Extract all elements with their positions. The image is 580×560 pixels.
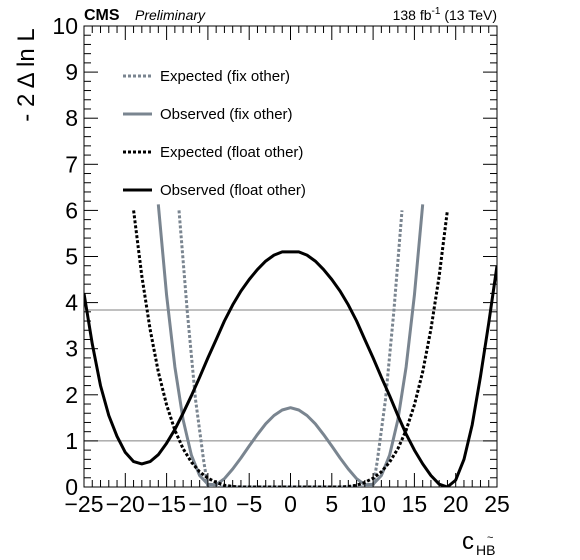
preliminary-label: Preliminary bbox=[135, 7, 206, 23]
x-axis-title: c HB ~ bbox=[462, 528, 495, 558]
x-axis-title-sub: HB bbox=[476, 542, 495, 558]
x-tick-label: −5 bbox=[236, 491, 262, 517]
legend-label-4: Observed (float other) bbox=[160, 182, 306, 199]
plot-frame bbox=[83, 25, 498, 488]
y-tick-label: 4 bbox=[65, 290, 78, 316]
tick-labels: −25 −20 −15 −10 −5 0 5 10 15 20 25 0 1 2 3 4 5 6 7 8 9 10 bbox=[52, 13, 509, 517]
y-tick-label: 5 bbox=[65, 244, 78, 270]
y-tick-label: 7 bbox=[65, 151, 78, 177]
y-tick-label: 3 bbox=[65, 336, 78, 362]
x-tick-label: −20 bbox=[106, 491, 145, 517]
y-tick-label: 2 bbox=[65, 382, 78, 408]
lumi-exponent: -1 bbox=[432, 6, 441, 17]
y-tick-label: 6 bbox=[65, 197, 78, 223]
y-tick-label: 10 bbox=[52, 13, 78, 39]
x-tick-label: −25 bbox=[64, 491, 103, 517]
y-tick-label: 1 bbox=[65, 428, 78, 454]
x-tick-label: 10 bbox=[360, 491, 386, 517]
cms-label: CMS bbox=[84, 7, 120, 24]
y-axis-title: - 2 Δ ln L bbox=[13, 28, 40, 121]
y-tick-label: 9 bbox=[65, 59, 78, 85]
x-tick-label: 20 bbox=[443, 491, 469, 517]
series-line-4 bbox=[84, 250, 497, 487]
x-tick-label: 25 bbox=[484, 491, 510, 517]
legend-label-3: Expected (float other) bbox=[160, 144, 303, 161]
y-tick-label: 0 bbox=[65, 474, 78, 500]
x-tick-label: −15 bbox=[147, 491, 186, 517]
legend: Expected (fix other) Observed (fix other)… bbox=[123, 68, 306, 199]
lumi-energy: (13 TeV) bbox=[440, 7, 497, 23]
series-group bbox=[84, 204, 497, 487]
x-axis-title-accent: ~ bbox=[487, 532, 493, 544]
y-tick-label: 8 bbox=[65, 105, 78, 131]
legend-label-2: Observed (fix other) bbox=[160, 106, 293, 123]
series-line-2 bbox=[156, 204, 425, 487]
axis-ticks bbox=[83, 25, 498, 488]
luminosity-label: 138 fb-1 (13 TeV) bbox=[393, 6, 497, 23]
lumi-value: 138 fb bbox=[393, 7, 432, 23]
x-tick-label: 0 bbox=[284, 491, 297, 517]
x-axis-title-main: c bbox=[462, 528, 474, 555]
x-tick-label: −10 bbox=[188, 491, 227, 517]
x-tick-label: 15 bbox=[402, 491, 428, 517]
legend-label-1: Expected (fix other) bbox=[160, 68, 290, 85]
x-tick-label: 5 bbox=[325, 491, 338, 517]
series-line-3 bbox=[132, 210, 449, 487]
plot-area bbox=[83, 25, 498, 488]
